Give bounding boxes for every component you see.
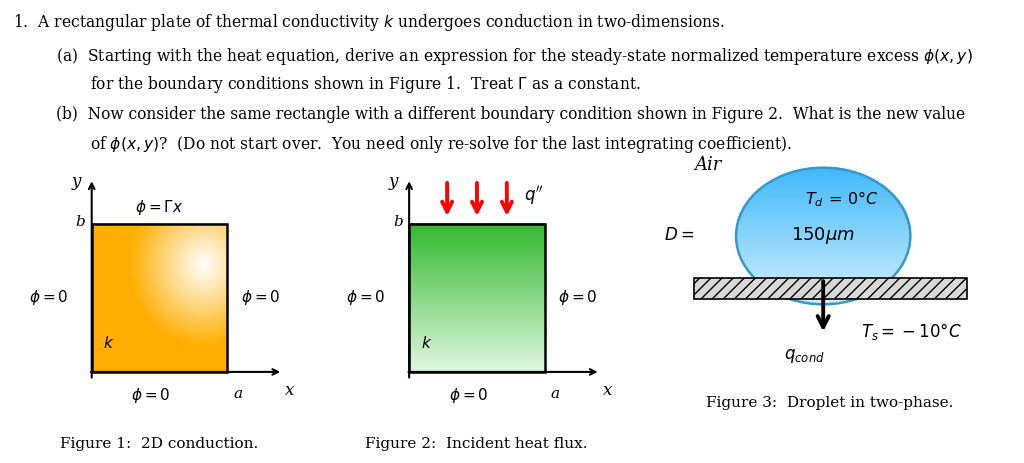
Text: $T_d\, =\, 0°C$: $T_d\, =\, 0°C$ [806,189,879,209]
Text: x: x [286,382,295,399]
Text: Figure 2:  Incident heat flux.: Figure 2: Incident heat flux. [365,437,588,450]
Text: $D =$: $D =$ [665,227,694,244]
Text: 1.  A rectangular plate of thermal conductivity $k$ undergoes conduction in two-: 1. A rectangular plate of thermal conduc… [13,12,726,32]
Text: b: b [76,215,85,229]
Text: Air: Air [694,156,722,174]
Bar [694,278,967,299]
Text: y: y [389,173,398,190]
Text: Figure 3:  Droplet in two-phase.: Figure 3: Droplet in two-phase. [706,396,953,410]
Text: for the boundary conditions shown in Figure 1.  Treat $\Gamma$ as a constant.: for the boundary conditions shown in Fig… [90,74,641,95]
Text: $\phi = 0$: $\phi = 0$ [449,386,488,405]
Text: a: a [233,387,243,401]
Text: $\phi = 0$: $\phi = 0$ [346,288,385,307]
Text: (a)  Starting with the heat equation, derive an expression for the steady-state : (a) Starting with the heat equation, der… [56,46,973,67]
Bar [410,224,545,372]
Text: $k$: $k$ [103,335,115,351]
Text: $q''$: $q''$ [524,184,544,207]
Text: Figure 1:  2D conduction.: Figure 1: 2D conduction. [59,437,258,450]
Text: a: a [551,387,560,401]
Text: $q_{cond}$: $q_{cond}$ [783,347,824,365]
Text: $150\mu m$: $150\mu m$ [792,225,855,246]
Text: y: y [72,173,81,190]
Text: $T_s = -10°C$: $T_s = -10°C$ [861,321,962,342]
Text: (b)  Now consider the same rectangle with a different boundary condition shown i: (b) Now consider the same rectangle with… [56,106,966,124]
Text: x: x [603,382,612,399]
Text: b: b [393,215,402,229]
Text: of $\phi(x, y)$?  (Do not start over.  You need only re-solve for the last integ: of $\phi(x, y)$? (Do not start over. You… [90,134,793,155]
Text: $\phi = 0$: $\phi = 0$ [241,288,281,307]
Bar [92,224,227,372]
Text: $\phi = \Gamma x$: $\phi = \Gamma x$ [135,198,183,217]
Text: $\phi = 0$: $\phi = 0$ [558,288,598,307]
Text: $k$: $k$ [421,335,432,351]
Text: $\phi = 0$: $\phi = 0$ [29,288,68,307]
Text: $\phi = 0$: $\phi = 0$ [131,386,171,405]
